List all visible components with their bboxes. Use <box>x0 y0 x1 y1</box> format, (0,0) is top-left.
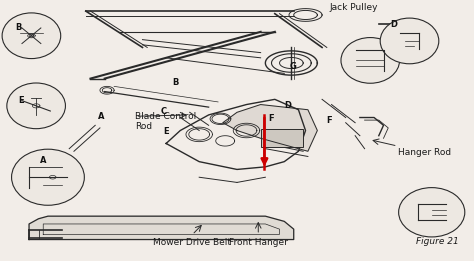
Text: Jack Pulley: Jack Pulley <box>329 3 378 13</box>
Text: G: G <box>289 62 296 72</box>
Ellipse shape <box>7 83 65 129</box>
Text: F: F <box>268 114 274 123</box>
Text: Mower Drive Belt: Mower Drive Belt <box>153 238 231 247</box>
Ellipse shape <box>399 188 465 237</box>
Text: D: D <box>284 101 292 110</box>
Ellipse shape <box>380 18 439 64</box>
Ellipse shape <box>11 149 84 205</box>
Text: F: F <box>326 116 332 124</box>
Text: A: A <box>98 112 104 121</box>
Text: A: A <box>40 156 46 165</box>
Text: Blade Control
Rod: Blade Control Rod <box>136 112 197 131</box>
Text: Figure 21: Figure 21 <box>417 237 459 246</box>
Text: B: B <box>173 78 179 87</box>
Text: Front Hanger: Front Hanger <box>229 238 288 247</box>
Text: C: C <box>161 106 167 116</box>
Ellipse shape <box>2 13 61 58</box>
Text: D: D <box>391 20 397 28</box>
Text: E: E <box>18 96 24 105</box>
Ellipse shape <box>341 38 400 83</box>
Text: B: B <box>16 23 22 32</box>
Text: E: E <box>164 127 169 136</box>
Text: Hanger Rod: Hanger Rod <box>398 148 451 157</box>
FancyBboxPatch shape <box>261 129 303 147</box>
Polygon shape <box>29 216 294 240</box>
Polygon shape <box>223 105 318 151</box>
